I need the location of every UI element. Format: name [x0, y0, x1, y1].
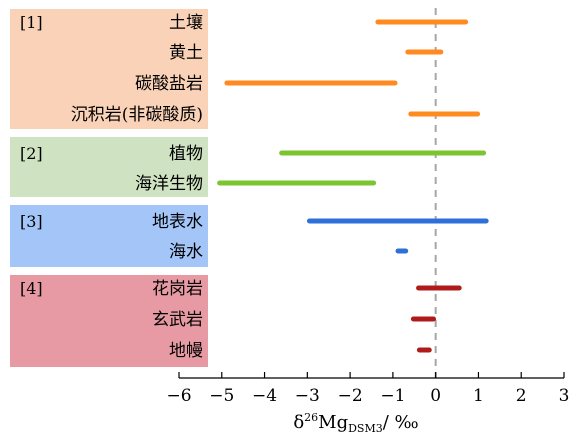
range-bars — [217, 19, 489, 353]
x-tick-label: −1 — [380, 386, 405, 406]
x-tick-label: −5 — [209, 386, 234, 406]
group-number-label: [3] — [20, 212, 43, 231]
category-label: 海洋生物 — [135, 174, 203, 194]
x-axis-label: δ26MgDSM3/ ‰ — [293, 411, 418, 435]
x-tick-label: −3 — [295, 386, 320, 406]
category-label: 植物 — [169, 144, 203, 164]
group-panel-1 — [10, 9, 208, 129]
category-label: 地幔 — [169, 341, 203, 361]
x-tick-label: −2 — [338, 386, 363, 406]
x-tick-label: 3 — [559, 386, 570, 406]
x-tick-label: −4 — [252, 386, 277, 406]
category-label: 土壤 — [169, 12, 203, 33]
x-tick-label: 0 — [430, 386, 441, 406]
category-label: 沉积岩(非碳酸质) — [71, 105, 203, 125]
group-panel-2 — [10, 137, 208, 197]
category-label: 碳酸盐岩 — [135, 74, 203, 94]
group-number-label: [2] — [20, 144, 43, 163]
x-tick-label: 1 — [473, 386, 484, 406]
group-number-label: [4] — [20, 279, 43, 298]
category-label: 黄土 — [169, 43, 203, 63]
group-panel-4 — [10, 275, 208, 367]
x-tick-label: 2 — [516, 386, 527, 406]
category-label: 地表水 — [152, 212, 203, 232]
category-label: 玄武岩 — [152, 310, 203, 330]
x-tick-label: −6 — [166, 386, 191, 406]
group-panel-3 — [10, 205, 208, 267]
group-number-label: [1] — [20, 13, 43, 32]
category-label: 花岗岩 — [152, 279, 203, 299]
x-axis: −6 −5 −4 −3 −2 −1 0 1 2 3 — [166, 372, 569, 406]
category-label: 海水 — [169, 242, 203, 262]
